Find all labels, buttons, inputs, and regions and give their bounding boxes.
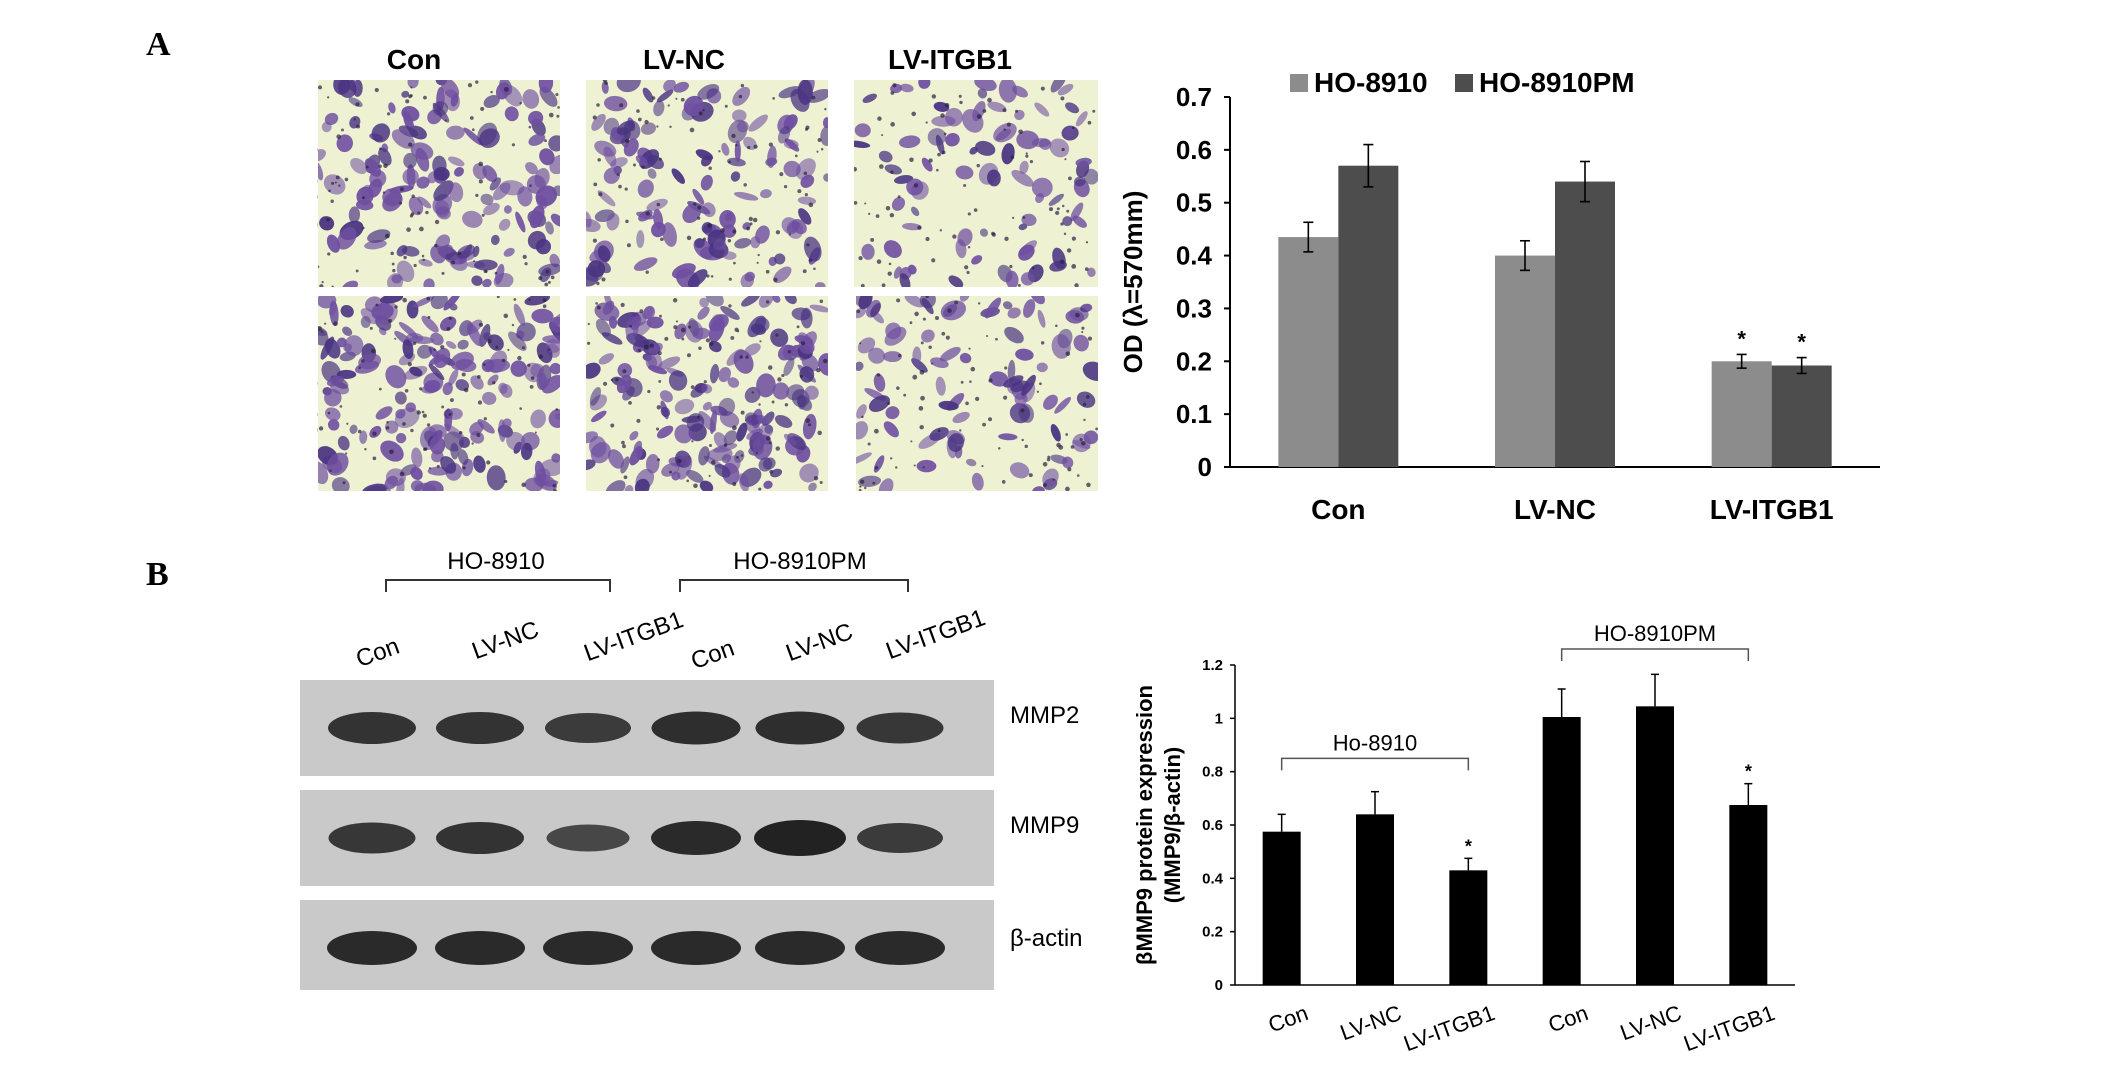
chart-b-bar-3 [1449,870,1488,985]
chart-b-bar-5 [1636,706,1674,985]
chart-a-significance-mark: * [1797,330,1806,355]
chart-a-y-tick-label: 0.3 [1176,293,1212,323]
chart-b-significance-mark: * [1465,836,1472,856]
blot-band [436,822,524,854]
chart-a-legend-label: HO-8910 [1314,67,1428,98]
chart-b-y-tick-label: 0 [1215,977,1223,994]
blot-lane-label-5: LV-NC [782,618,857,668]
chart-a-bar-lv-nc-ho-8910 [1495,255,1555,467]
blot-row-label-mmp9: MMP9 [1010,812,1080,839]
blot-lane-label-1: Con [352,632,404,674]
blot-band [755,711,845,745]
chart-a-bar-con-ho-8910pm [1338,165,1399,467]
blot-row-label-beta-actin: β-actin [1010,925,1083,952]
chart-b-y-label-line2: (MMP9/β-actin) [1160,747,1185,903]
blot-band [651,931,741,965]
chart-a-legend-swatch [1455,74,1473,92]
blot-band [545,713,631,743]
chart-a-y-tick-label: 0.2 [1176,346,1212,376]
chart-b-bar-6 [1729,805,1768,985]
chart-a-y-tick-label: 0.6 [1176,135,1212,165]
blot-band [546,824,630,852]
chart-a-legend-swatch [1290,74,1308,92]
chart-a-y-tick-label: 0.1 [1176,399,1212,429]
chart-b-bar-1 [1262,831,1301,985]
chart-b-group-bracket-2 [1560,648,1750,661]
chart-b-x-tick-label: Con [1545,1000,1591,1037]
blot-band [651,821,741,855]
chart-b-x-tick-label: LV-ITGB1 [1400,1000,1498,1056]
micrograph-ho8910pm-lvitgb1 [856,296,1098,491]
chart-b-bar-2 [1356,814,1394,985]
chart-b-x-tick-label: LV-NC [1617,1000,1685,1045]
blot-band [754,820,846,856]
micro-col-label-lvnc: LV-NC [643,44,725,75]
micrograph-ho8910-con [318,80,560,287]
blot-band [543,931,633,965]
blot-band [328,822,416,854]
chart-a: 0 0.1 0.2 0.3 0.4 0.5 0.6 0.7 OD (λ=570mm) Con LV-… [1118,67,1880,525]
blot-band [435,931,525,965]
chart-a-y-tick-label: 0 [1198,452,1212,482]
chart-b-y-tick-label: 0.2 [1202,924,1223,941]
micrograph-ho8910pm-con [318,296,560,491]
chart-a-bar-lv-nc-ho-8910pm [1555,181,1615,468]
chart-a-bar-lv-itgb1-ho-8910pm [1771,365,1832,467]
chart-a-bar-lv-itgb1-ho-8910 [1711,361,1772,467]
chart-b: 0 0.2 0.4 0.6 0.8 1 1.2 βMMP9 protein expressio… [1132,621,1795,1056]
chart-a-y-tick-label: 0.5 [1176,188,1212,218]
blot-band [856,712,944,744]
chart-b-x-tick-label: Con [1265,1000,1311,1037]
blot-group-bracket-ho8910 [385,579,611,592]
chart-b-group-label-1: Ho-8910 [1333,730,1417,755]
chart-a-x-tick-label: LV-ITGB1 [1710,494,1834,525]
chart-a-y-tick-label: 0.7 [1176,82,1212,112]
chart-a-y-label: OD (λ=570mm) [1118,191,1148,374]
blot-band [755,931,845,965]
chart-a-y-tick-label: 0.4 [1176,241,1213,271]
chart-b-y-tick-label: 1.2 [1202,657,1223,674]
chart-b-bar-4 [1542,717,1581,985]
western-blot [300,680,994,990]
chart-a-bar-con-ho-8910 [1278,237,1339,467]
chart-b-significance-mark: * [1745,762,1752,782]
chart-b-x-tick-label: LV-ITGB1 [1680,1000,1778,1056]
blot-band [855,931,945,965]
blot-band [857,823,943,853]
chart-b-group-bracket-1 [1280,757,1470,771]
chart-a-significance-mark: * [1737,326,1746,351]
micrograph-ho8910-lvitgb1 [854,80,1098,287]
panel-letter-b: B [146,556,169,593]
micro-col-label-con: Con [386,44,442,75]
blot-lane-label-2: LV-NC [468,616,543,666]
chart-b-group-label-2: HO-8910PM [1594,621,1716,646]
chart-b-y-label-line1: βMMP9 protein expression [1132,685,1157,965]
blot-group-label-ho8910pm: HO-8910PM [733,548,867,575]
blot-band [436,712,524,744]
chart-b-y-tick-label: 0.6 [1202,817,1223,834]
chart-a-x-tick-label: Con [1311,494,1365,525]
micrograph-ho8910-lvnc [586,80,828,287]
micrograph-ho8910pm-lvnc [586,296,828,491]
micro-col-label-lvitgb1: LV-ITGB1 [888,44,1012,75]
blot-band [327,931,417,965]
blot-row-label-mmp2: MMP2 [1010,702,1080,729]
blot-band [651,711,741,745]
blot-group-label-ho8910: HO-8910 [447,548,545,575]
blot-group-bracket-ho8910pm [679,579,909,592]
chart-b-y-tick-label: 1 [1215,710,1223,727]
blot-group-brackets [385,579,909,592]
chart-b-x-tick-label: LV-NC [1337,1000,1405,1045]
blot-band [328,712,416,744]
chart-a-legend-label: HO-8910PM [1479,67,1635,98]
blot-lane-label-4: Con [687,634,739,676]
panel-letter-a: A [146,26,171,63]
chart-b-y-tick-label: 0.8 [1202,764,1223,781]
chart-a-x-tick-label: LV-NC [1514,494,1596,525]
chart-b-y-tick-label: 0.4 [1202,870,1224,887]
